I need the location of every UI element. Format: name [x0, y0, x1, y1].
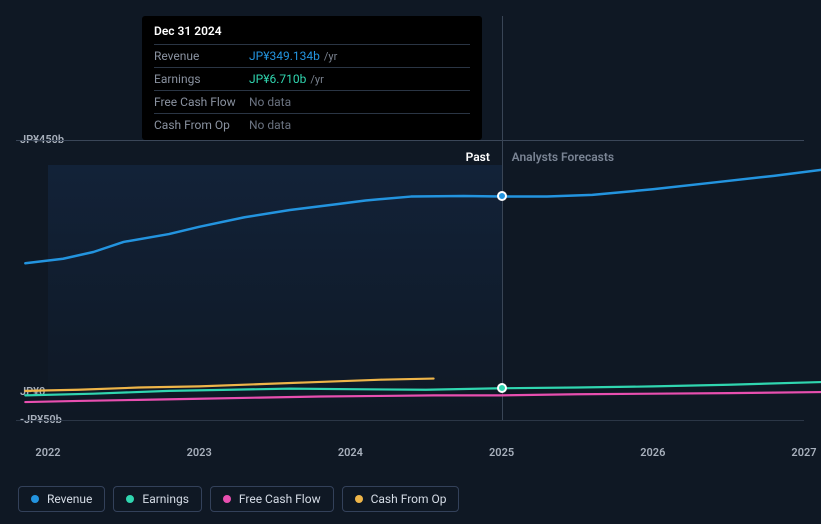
tooltip-row: Cash From OpNo data: [154, 113, 470, 136]
tooltip-label: Earnings: [154, 72, 249, 86]
chart-tooltip: Dec 31 2024 RevenueJP¥349.134b/yrEarning…: [142, 16, 482, 140]
x-axis-label: 2023: [187, 446, 212, 459]
tooltip-label: Free Cash Flow: [154, 95, 249, 109]
legend-dot-icon: [223, 495, 231, 503]
tooltip-value: JP¥6.710b: [249, 72, 306, 86]
legend-dot-icon: [355, 495, 363, 503]
x-axis-label: 2024: [338, 446, 363, 459]
financial-chart: Dec 31 2024 RevenueJP¥349.134b/yrEarning…: [0, 0, 821, 524]
tooltip-row: RevenueJP¥349.134b/yr: [154, 44, 470, 67]
legend-item[interactable]: Revenue: [18, 486, 105, 512]
tooltip-unit: /yr: [324, 50, 337, 63]
legend-label: Revenue: [47, 492, 92, 506]
tooltip-label: Cash From Op: [154, 118, 249, 132]
tooltip-date: Dec 31 2024: [154, 24, 470, 44]
tooltip-row: Free Cash FlowNo data: [154, 90, 470, 113]
x-axis-label: 2026: [640, 446, 665, 459]
legend-item[interactable]: Cash From Op: [342, 486, 460, 512]
tooltip-unit: /yr: [310, 73, 323, 86]
tooltip-value: No data: [249, 118, 291, 132]
x-axis-label: 2027: [791, 446, 816, 459]
tooltip-value: JP¥349.134b: [249, 49, 320, 63]
series-line: [25, 169, 821, 263]
series-line: [25, 392, 821, 402]
legend-label: Free Cash Flow: [239, 492, 321, 506]
legend-label: Earnings: [142, 492, 189, 506]
legend-item[interactable]: Free Cash Flow: [210, 486, 334, 512]
legend-item[interactable]: Earnings: [113, 486, 202, 512]
legend-dot-icon: [31, 495, 39, 503]
hover-dot: [497, 191, 507, 201]
tooltip-label: Revenue: [154, 49, 249, 63]
legend-dot-icon: [126, 495, 134, 503]
hover-dot: [497, 383, 507, 393]
legend-label: Cash From Op: [371, 492, 447, 506]
x-axis-label: 2025: [489, 446, 514, 459]
chart-legend: Revenue Earnings Free Cash Flow Cash From O…: [18, 486, 459, 512]
x-axis-label: 2022: [35, 446, 60, 459]
tooltip-row: EarningsJP¥6.710b/yr: [154, 67, 470, 90]
tooltip-value: No data: [249, 95, 291, 109]
